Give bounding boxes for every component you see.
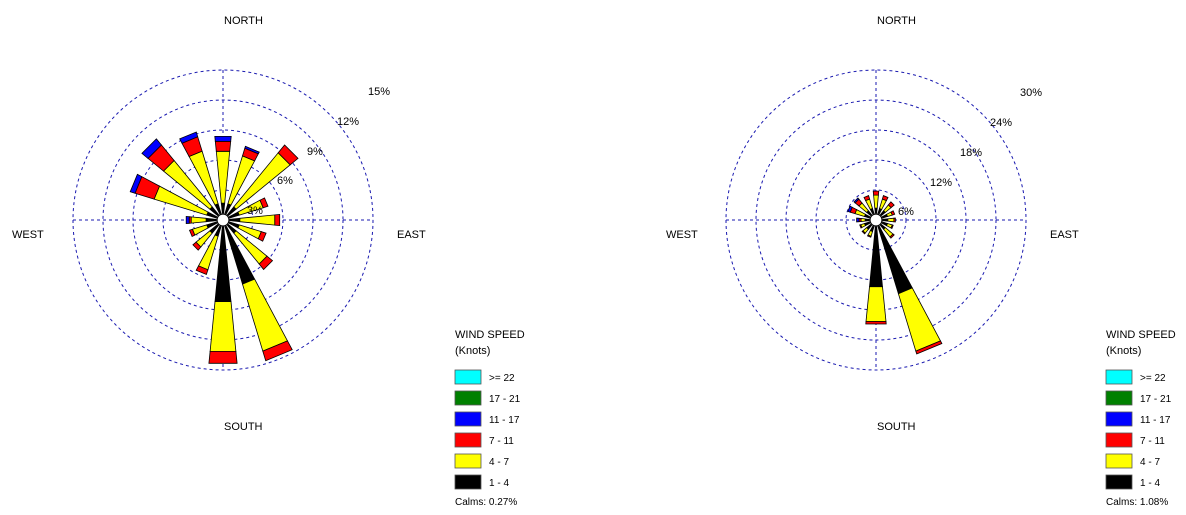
wedge-90deg-bin-0 [883, 219, 888, 221]
wedge-90deg-bin-0 [230, 218, 240, 221]
wedge-0deg-bin-0 [221, 203, 224, 213]
windrose-1-ring-label: 9% [307, 146, 323, 158]
wedge-270deg-bin-3 [186, 216, 189, 223]
legend-item-label: 4 - 7 [489, 457, 509, 468]
wedge-270deg-bin-3 [857, 218, 860, 222]
windrose-2-bars [848, 191, 942, 354]
legend-item-label: 17 - 21 [489, 394, 521, 405]
wedge-157.5deg-bin-1 [243, 279, 288, 351]
wedge-0deg-bin-0 [875, 208, 877, 213]
wedge-157.5deg-bin-1 [898, 288, 940, 351]
legend-title: WIND SPEED [455, 329, 525, 341]
windrose-2-ring-label: 6% [898, 206, 914, 218]
legend-item-label: >= 22 [489, 373, 515, 384]
wedge-180deg-bin-2 [209, 351, 237, 363]
windrose-1-ring-label: 3% [247, 205, 263, 217]
legend-item-label: >= 22 [1140, 373, 1166, 384]
legend-item-label: 1 - 4 [1140, 478, 1160, 489]
wedge-157.5deg-bin-0 [878, 226, 912, 294]
legend-subtitle: (Knots) [1106, 345, 1141, 357]
wedge-180deg-bin-2 [866, 322, 886, 325]
legend-swatch [1106, 391, 1132, 405]
legend-item-label: 11 - 17 [489, 415, 520, 426]
windrose-2-legend: WIND SPEED (Knots) >= 22 17 - 21 11 - 17 7 … [1106, 329, 1176, 508]
legend-item-label: 7 - 11 [1140, 436, 1165, 447]
windrose-2-ring-label: 18% [960, 147, 982, 159]
legend-swatch [1106, 412, 1132, 426]
windrose-1-bars [130, 132, 298, 363]
windrose-2-east-label: EAST [1050, 229, 1079, 241]
windrose-2-ring-label: 24% [990, 117, 1012, 129]
wedge-180deg-bin-1 [210, 302, 236, 352]
wedge-90deg-bin-2 [894, 218, 896, 222]
legend-swatch [455, 391, 481, 405]
wedge-0deg-bin-2 [215, 141, 230, 151]
windrose-1-legend: WIND SPEED (Knots) >= 22 17 - 21 11 - 17 7 … [455, 329, 525, 508]
wedge-247.5deg-bin-1 [192, 225, 208, 235]
legend-swatch [455, 454, 481, 468]
legend-item-label: 11 - 17 [1140, 415, 1171, 426]
windrose-1: NORTH SOUTH EAST WEST 3% 6% 9% 12% 15% W… [12, 15, 525, 508]
windrose-1-north-label: NORTH [224, 15, 263, 27]
windrose-2: NORTH SOUTH EAST WEST 6% 12% 18% 24% 30%… [666, 15, 1176, 508]
wedge-0deg-bin-1 [874, 195, 879, 208]
windrose-1-south-label: SOUTH [224, 421, 263, 433]
wedge-0deg-bin-1 [216, 151, 229, 203]
windrose-1-calms: Calms: 0.27% [455, 497, 517, 508]
wedge-0deg-bin-2 [873, 191, 879, 195]
wedge-270deg-bin-0 [206, 218, 216, 221]
windrose-1-west-label: WEST [12, 229, 44, 241]
windrose-2-north-label: NORTH [877, 15, 916, 27]
legend-subtitle: (Knots) [455, 345, 490, 357]
wedge-180deg-bin-1 [866, 287, 886, 322]
legend-swatch [455, 475, 481, 489]
legend-swatch [1106, 475, 1132, 489]
legend-item-label: 17 - 21 [1140, 394, 1172, 405]
legend-swatch [455, 433, 481, 447]
wedge-270deg-bin-1 [861, 219, 865, 222]
calm-hub [217, 214, 229, 226]
windrose-1-ring-label: 15% [368, 86, 390, 98]
legend-swatch [1106, 370, 1132, 384]
wedge-90deg-bin-2 [275, 214, 280, 225]
legend-swatch [1106, 433, 1132, 447]
legend-title: WIND SPEED [1106, 329, 1176, 341]
wedge-0deg-bin-3 [215, 136, 231, 141]
windrose-1-east-label: EAST [397, 229, 426, 241]
windrose-2-south-label: SOUTH [877, 421, 916, 433]
windrose-1-ring-label: 12% [337, 116, 359, 128]
wedge-270deg-bin-1 [191, 217, 206, 223]
legend-swatch [455, 412, 481, 426]
windrose-2-ring-label: 12% [930, 177, 952, 189]
wedge-90deg-bin-1 [888, 218, 894, 222]
windrose-2-calms: Calms: 1.08% [1106, 497, 1168, 508]
legend-swatch [455, 370, 481, 384]
legend-item-label: 1 - 4 [489, 478, 509, 489]
windrose-1-ring-label: 6% [277, 175, 293, 187]
legend-item-label: 7 - 11 [489, 436, 514, 447]
calm-hub [870, 214, 882, 226]
windrose-2-ring-label: 30% [1020, 87, 1042, 99]
wedge-270deg-bin-0 [865, 219, 869, 221]
legend-item-label: 4 - 7 [1140, 457, 1160, 468]
windrose-2-west-label: WEST [666, 229, 698, 241]
legend-swatch [1106, 454, 1132, 468]
